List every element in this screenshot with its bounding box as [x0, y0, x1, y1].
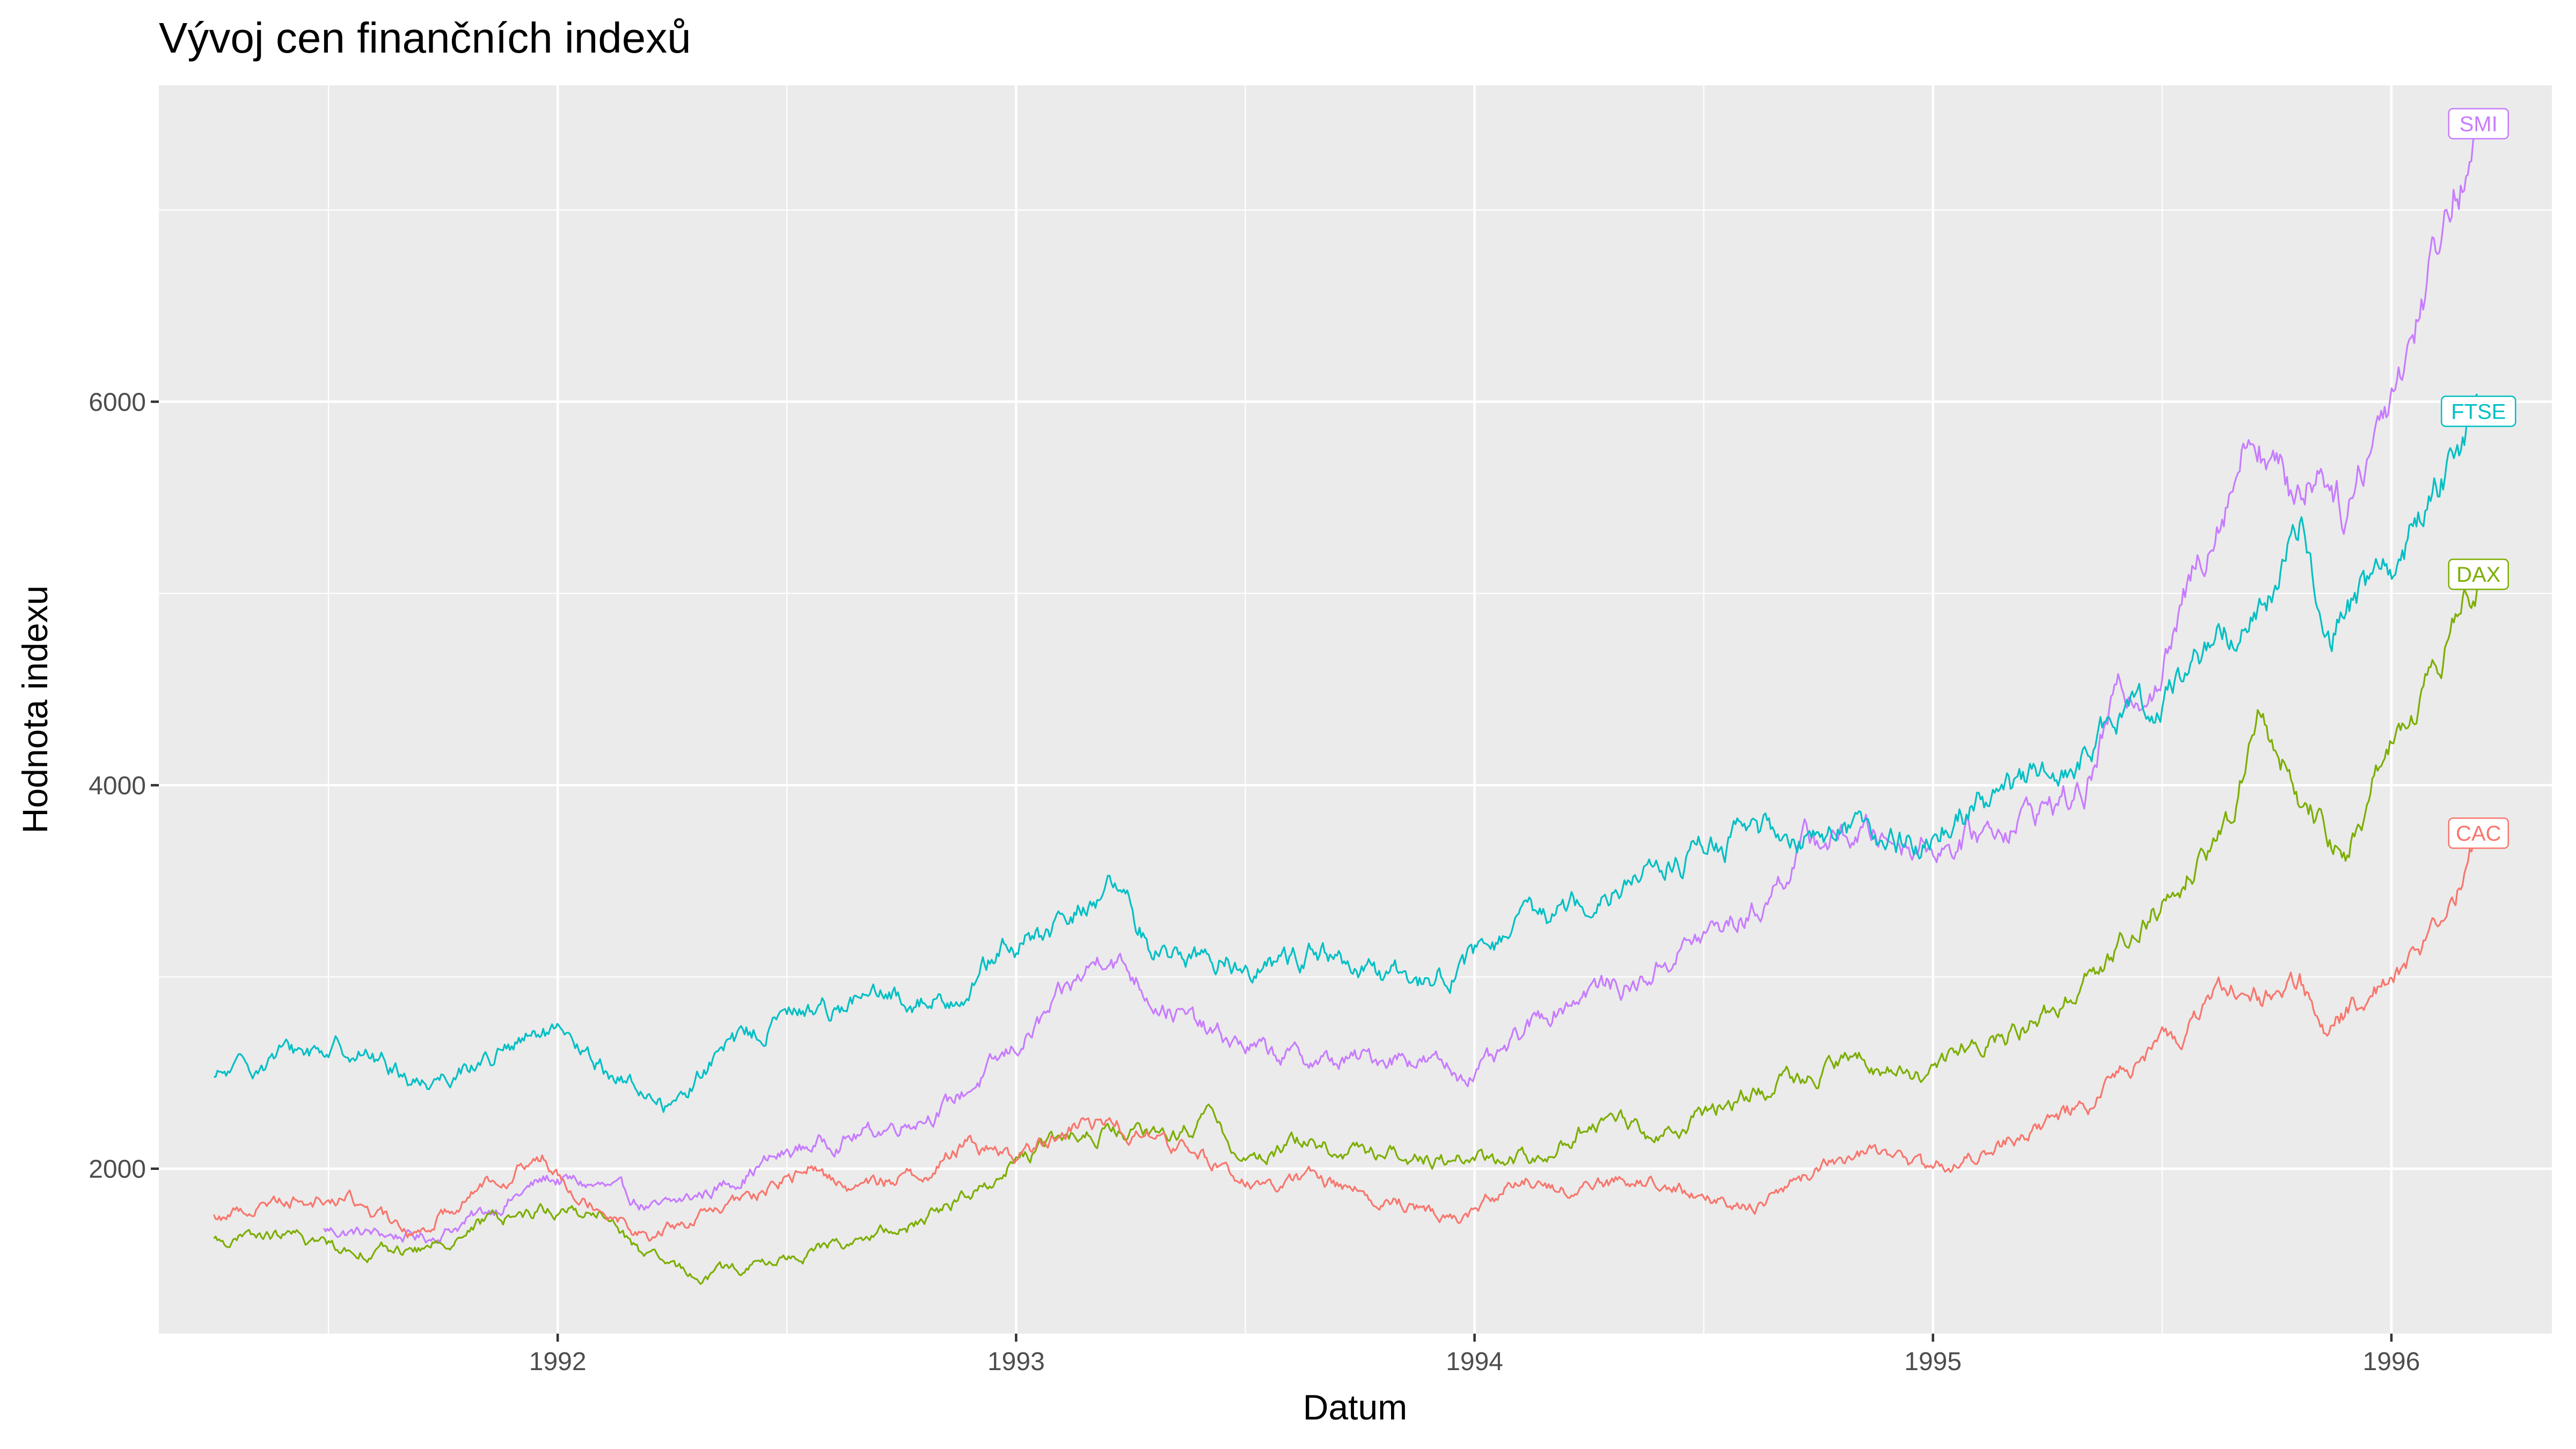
series-line-dax	[213, 574, 2479, 1285]
series-line-cac	[213, 832, 2479, 1242]
x-tick-label: 1995	[1904, 1348, 1962, 1376]
series-label-cac: CAC	[2456, 822, 2501, 845]
series-label-box-ftse	[2441, 396, 2516, 427]
grid-major	[159, 85, 2552, 1334]
series-label-box-cac	[2448, 817, 2509, 849]
series-label-smi: SMI	[2460, 112, 2498, 136]
y-tick-label: 6000	[89, 389, 146, 417]
x-tick-label: 1996	[2363, 1348, 2420, 1376]
series-lines	[213, 114, 2479, 1285]
chart-title: Vývoj cen finančních indexů	[159, 14, 691, 62]
x-axis: 1992 1993 1994 1995 1996	[529, 1334, 2420, 1376]
series-line-smi	[323, 114, 2479, 1244]
y-axis-title: Hodnota indexu	[15, 586, 55, 833]
x-tick-label: 1994	[1446, 1348, 1503, 1376]
x-axis-title: Datum	[1303, 1387, 1407, 1427]
y-tick-label: 4000	[89, 772, 146, 800]
x-tick-label: 1992	[529, 1348, 587, 1376]
y-axis: 2000 4000 6000	[89, 389, 159, 1184]
series-line-ftse	[214, 393, 2479, 1113]
series-label-ftse: FTSE	[2451, 400, 2506, 423]
series-label-box-dax	[2448, 558, 2509, 590]
series-label-dax: DAX	[2456, 563, 2500, 587]
series-labels: SMI FTSE DAX CAC	[2441, 108, 2516, 849]
y-tick-label: 2000	[89, 1155, 146, 1184]
x-tick-label: 1993	[987, 1348, 1045, 1376]
series-label-box-smi	[2448, 108, 2509, 140]
